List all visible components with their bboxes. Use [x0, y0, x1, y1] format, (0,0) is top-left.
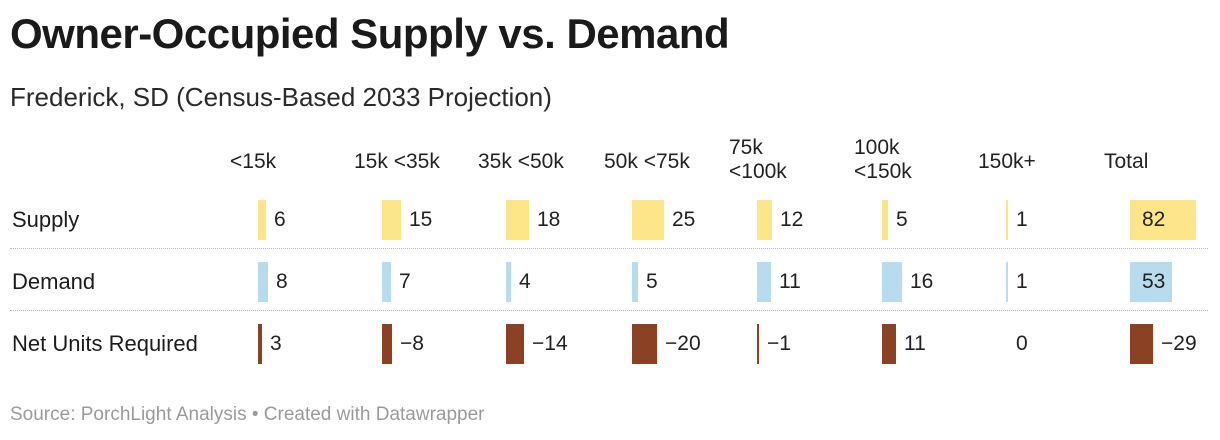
net-bar	[882, 324, 896, 364]
net-value: −8	[400, 332, 424, 355]
row-divider	[10, 310, 1208, 311]
chart-subtitle: Frederick, SD (Census-Based 2033 Project…	[10, 82, 552, 112]
demand-bar	[882, 262, 902, 302]
demand-value: 7	[399, 270, 411, 293]
source-note: Source: PorchLight Analysis • Created wi…	[10, 404, 485, 425]
net-value: 11	[904, 332, 926, 355]
total-net-value: −29	[1161, 332, 1197, 355]
net-bar	[506, 324, 524, 364]
demand-bar	[632, 262, 638, 302]
column-header: 50k <75k	[604, 150, 690, 173]
supply-bar	[632, 200, 664, 240]
demand-bar	[382, 262, 391, 302]
column-header: 150k+	[978, 150, 1036, 173]
supply-bar	[506, 200, 529, 240]
column-header: 35k <50k	[478, 150, 564, 173]
supply-value: 5	[896, 208, 908, 231]
demand-bar	[258, 262, 268, 302]
supply-value: 1	[1016, 208, 1028, 231]
supply-bar	[757, 200, 772, 240]
supply-value: 18	[537, 208, 561, 231]
demand-value: 16	[910, 270, 934, 293]
demand-bar	[757, 262, 771, 302]
net-bar	[757, 324, 759, 364]
net-value: −1	[767, 332, 791, 355]
total-supply-bar	[1130, 200, 1196, 240]
net-bar	[258, 324, 262, 364]
demand-bar	[506, 262, 511, 302]
net-bar	[632, 324, 657, 364]
demand-value: 4	[519, 270, 531, 293]
demand-value: 8	[276, 270, 288, 293]
column-header: <15k	[230, 150, 277, 173]
column-header: 100k <150k	[854, 136, 912, 183]
demand-value: 1	[1016, 270, 1028, 293]
supply-value: 6	[274, 208, 286, 231]
row-label: Demand	[12, 269, 96, 294]
demand-bar	[1006, 262, 1008, 302]
total-supply-value: 82	[1142, 208, 1166, 231]
demand-value: 11	[779, 270, 801, 293]
net-bar	[382, 324, 392, 364]
total-demand-value: 53	[1142, 270, 1166, 293]
supply-value: 12	[780, 208, 804, 231]
chart-title: Owner-Occupied Supply vs. Demand	[10, 10, 730, 57]
net-value: −20	[665, 332, 701, 355]
total-net-bar	[1130, 324, 1153, 364]
supply-value: 25	[672, 208, 696, 231]
column-header: 75k <100k	[729, 136, 787, 183]
net-value: −14	[532, 332, 568, 355]
row-label: Net Units Required	[12, 331, 198, 356]
row-label: Supply	[12, 207, 80, 232]
supply-value: 15	[409, 208, 433, 231]
supply-bar	[1006, 200, 1008, 240]
column-header: Total	[1104, 150, 1149, 173]
net-value: 0	[1016, 332, 1028, 355]
column-header: 15k <35k	[354, 150, 440, 173]
supply-bar	[382, 200, 401, 240]
net-value: 3	[270, 332, 282, 355]
row-divider	[10, 248, 1208, 249]
supply-bar	[258, 200, 266, 240]
demand-value: 5	[646, 270, 658, 293]
total-demand-bar	[1130, 262, 1172, 302]
supply-bar	[882, 200, 888, 240]
